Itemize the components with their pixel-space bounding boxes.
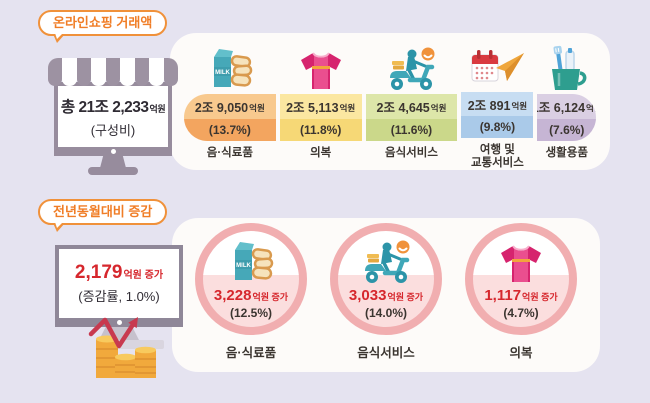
delivery-scooter-icon xyxy=(386,39,436,94)
amount-box: 1조 6,124억원 (7.6%) xyxy=(537,94,596,141)
milk-bread-icon: MILK xyxy=(207,39,253,94)
bottom-section-title-bubble: 전년동월대비 증감 xyxy=(38,199,168,233)
total-amount: 총 21조 2,233억원 xyxy=(60,95,166,117)
calendar-airplane-icon xyxy=(470,39,525,92)
category-label: 음·식료품 xyxy=(206,147,253,159)
monitor-stand-neck xyxy=(100,156,126,168)
monitor-camera-dot xyxy=(110,149,116,154)
total-change-amount: 2,179억원 증가 xyxy=(74,262,164,283)
amount-box: 2조 9,050 억원 (13.7%) xyxy=(184,94,276,141)
monitor-camera-dot xyxy=(116,320,122,325)
svg-text:MILK: MILK xyxy=(236,263,251,269)
store-awning xyxy=(48,58,178,86)
category-amount: 2조 4,645 억원 xyxy=(365,94,458,119)
change-category-label: 의복 xyxy=(509,346,533,360)
change-amount: 3,033억원 증가 xyxy=(348,287,424,304)
total-amount-subtitle: (구성비) xyxy=(90,122,136,138)
bubble-tail xyxy=(53,33,65,44)
change-monitor-screen: 2,179억원 증가 (증감률, 1.0%) xyxy=(55,245,183,327)
bubble-tail xyxy=(53,222,65,233)
category-household-goods: 1조 6,124억원 (7.6%) 생활용품 xyxy=(537,39,596,170)
total-amount-value: 총 21조 2,233 xyxy=(60,98,149,116)
coin-stacks-arrow-icon xyxy=(84,310,162,387)
category-label: 음식서비스 xyxy=(385,147,438,159)
amount-box: 2조 4,645 억원 (11.6%) xyxy=(365,94,458,141)
category-share: (13.7%) xyxy=(184,119,276,141)
category-share: (7.6%) xyxy=(537,119,596,141)
change-category-clothing: 1,117억원 증가 (4.7%) 의복 xyxy=(465,223,577,372)
storefront-monitor: 총 21조 2,233억원 (구성비) xyxy=(48,58,178,178)
category-label: 의복 xyxy=(310,147,332,159)
category-label: 여행 및 교통서비스 xyxy=(470,143,524,169)
bottom-panel: MILK 3,228억원 증가 (12.5%) 음·식료품 xyxy=(172,218,600,372)
change-circle: 3,033억원 증가 (14.0%) xyxy=(330,223,442,335)
milk-bread-icon: MILK xyxy=(228,236,274,284)
tshirt-icon xyxy=(299,39,343,94)
tshirt-icon xyxy=(499,236,543,284)
total-monitor-screen: 총 21조 2,233억원 (구성비) xyxy=(54,82,172,156)
category-travel-transport: 2조 891 억원 (9.8%) 여행 및 교통서비스 xyxy=(461,39,534,170)
change-rate: (4.7%) xyxy=(503,306,539,320)
top-section-title-bubble: 온라인쇼핑 거래액 xyxy=(38,10,168,44)
change-category-food: MILK 3,228억원 증가 (12.5%) 음·식료품 xyxy=(195,223,307,372)
delivery-scooter-icon xyxy=(361,236,411,284)
category-label: 생활용품 xyxy=(545,147,588,159)
category-clothing: 2조 5,113 억원 (11.8%) 의복 xyxy=(279,39,362,170)
amount-box: 2조 891 억원 (9.8%) xyxy=(461,92,534,138)
top-section-title: 온라인쇼핑 거래액 xyxy=(53,15,153,30)
toiletries-cup-icon xyxy=(547,39,587,94)
category-share: (9.8%) xyxy=(461,116,534,138)
monitor-stand-base xyxy=(102,340,164,349)
category-amount: 2조 5,113 억원 xyxy=(279,94,362,119)
bottom-section-title: 전년동월대비 증감 xyxy=(53,204,153,219)
change-amount: 3,228억원 증가 xyxy=(213,287,289,304)
category-food: MILK 2조 9,050 억원 (13.7%) 음·식료품 xyxy=(184,39,276,170)
category-food-service: 2조 4,645 억원 (11.6%) 음식서비스 xyxy=(365,39,458,170)
category-amount: 1조 6,124억원 xyxy=(537,94,596,119)
total-amount-unit: 억원 xyxy=(149,103,166,114)
change-rate: (14.0%) xyxy=(364,306,408,320)
change-circle: MILK 3,228억원 증가 (12.5%) xyxy=(195,223,307,335)
top-panel: MILK 2조 9,050 억원 (13.7%) 음·식료품 xyxy=(170,33,610,170)
monitor-stand-base xyxy=(88,167,138,175)
change-rate: (12.5%) xyxy=(229,306,273,320)
amount-box: 2조 5,113 억원 (11.8%) xyxy=(279,94,362,141)
change-category-label: 음·식료품 xyxy=(225,346,277,360)
category-share: (11.8%) xyxy=(279,119,362,141)
change-amount: 1,117억원 증가 xyxy=(484,287,558,304)
change-category-label: 음식서비스 xyxy=(357,346,415,360)
change-category-food-service: 3,033억원 증가 (14.0%) 음식서비스 xyxy=(330,223,442,372)
total-change-rate: (증감률, 1.0%) xyxy=(78,289,160,304)
category-share: (11.6%) xyxy=(365,119,458,141)
category-amount: 2조 891 억원 xyxy=(461,92,534,117)
change-circle: 1,117억원 증가 (4.7%) xyxy=(465,223,577,335)
category-amount: 2조 9,050 억원 xyxy=(184,94,276,119)
svg-text:MILK: MILK xyxy=(215,70,230,76)
